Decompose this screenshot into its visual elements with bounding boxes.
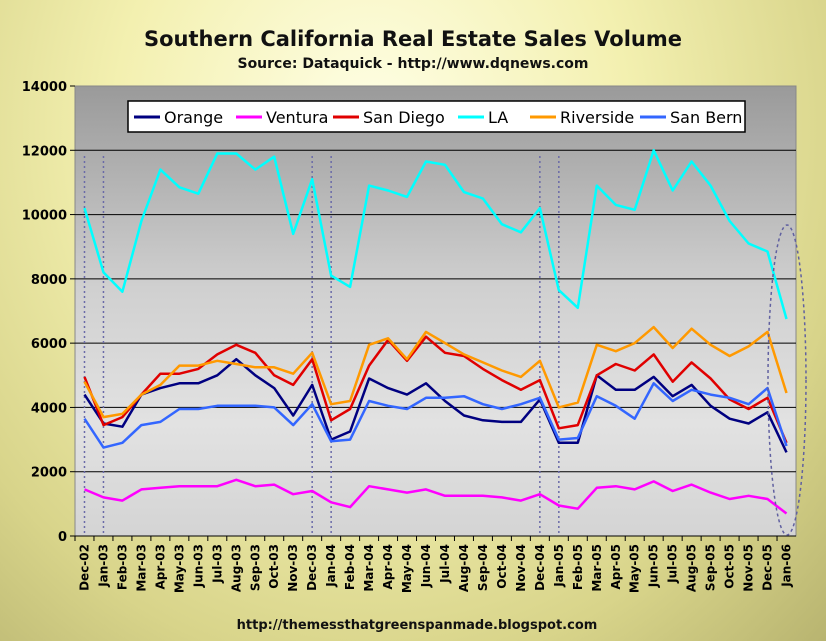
- y-tick-label: 6000: [31, 337, 67, 352]
- x-tick-label: May-03: [172, 544, 186, 593]
- x-tick-label: Oct-05: [723, 544, 737, 589]
- reference-lines: [83, 156, 560, 536]
- chart-subtitle: Source: Dataquick - http://www.dqnews.co…: [237, 56, 588, 72]
- y-axis: 0 2000 4000 6000 8000 10000 12000 14000: [22, 80, 75, 545]
- x-tick-label: Feb-05: [571, 544, 585, 590]
- x-tick-label: Mar-04: [362, 544, 376, 592]
- x-tick-label: Feb-03: [115, 544, 129, 590]
- x-tick-label: Sep-04: [476, 544, 490, 591]
- x-tick-label: Mar-03: [134, 544, 148, 592]
- x-tick-label: Dec-03: [305, 544, 319, 591]
- x-tick-label: Sep-05: [704, 544, 718, 591]
- legend-label: LA: [488, 108, 508, 127]
- series-line-la: [83, 149, 788, 320]
- x-tick-label: Jan-05: [552, 544, 566, 588]
- x-tick-label: Apr-05: [609, 544, 623, 589]
- x-tick-label: Dec-04: [533, 544, 547, 591]
- chart-title: Southern California Real Estate Sales Vo…: [144, 27, 682, 51]
- x-tick-label: Oct-04: [495, 544, 509, 589]
- x-axis: Dec-02 Jan-03 Feb-03 Mar-03 Apr-03 May-03 Jun-…: [74, 535, 796, 593]
- series-line-riverside: [83, 325, 788, 419]
- x-tick-label: Aug-04: [457, 544, 471, 592]
- legend: Orange Ventura San Diego LA Riverside San Ber…: [127, 100, 746, 133]
- y-tick-label: 14000: [22, 80, 67, 95]
- series-line-ventura: [84, 478, 788, 515]
- x-tick-label: Jan-03: [96, 544, 110, 588]
- series-lines: [83, 149, 788, 515]
- x-tick-label: Aug-03: [229, 544, 243, 592]
- legend-label: Orange: [164, 108, 223, 127]
- series-line-orange: [83, 357, 788, 453]
- series-line-san-diego: [83, 335, 788, 444]
- y-tick-label: 8000: [31, 273, 67, 288]
- y-tick-label: 2000: [31, 466, 67, 481]
- y-tick-label: 4000: [31, 401, 67, 416]
- x-tick-label: Nov-04: [514, 544, 528, 592]
- x-tick-label: Dec-02: [77, 544, 91, 591]
- x-tick-label: Nov-03: [286, 544, 300, 592]
- x-tick-label: Jan-06: [780, 544, 794, 588]
- x-tick-label: Dec-05: [761, 544, 775, 591]
- legend-label: Ventura: [266, 108, 328, 127]
- x-tick-label: May-04: [400, 544, 414, 593]
- y-tick-label: 12000: [22, 144, 67, 159]
- plot-area: [74, 85, 797, 537]
- x-tick-label: May-05: [628, 544, 642, 593]
- x-tick-label: Jun-04: [419, 544, 433, 588]
- x-tick-label: Jul-05: [666, 544, 680, 584]
- x-tick-label: Sep-03: [248, 544, 262, 591]
- x-tick-label: Aug-05: [685, 544, 699, 592]
- x-tick-label: Apr-03: [153, 544, 167, 589]
- legend-label: San Diego: [363, 108, 445, 127]
- legend-label: San Bern: [670, 108, 742, 127]
- x-tick-label: Apr-04: [381, 544, 395, 589]
- legend-label: Riverside: [560, 108, 634, 127]
- series-line-san-bern: [83, 382, 788, 449]
- x-tick-label: Mar-05: [590, 544, 604, 592]
- y-tick-label: 10000: [22, 209, 67, 224]
- x-tick-label: Jun-03: [191, 544, 205, 588]
- x-tick-label: Jul-04: [438, 544, 452, 584]
- footer-url: http://themessthatgreenspanmade.blogspot…: [237, 618, 598, 633]
- x-tick-label: Nov-05: [742, 544, 756, 592]
- x-tick-label: Feb-04: [343, 544, 357, 590]
- y-tick-label: 0: [58, 530, 67, 545]
- x-tick-label: Oct-03: [267, 544, 281, 589]
- x-tick-label: Jun-05: [647, 544, 661, 588]
- highlight-ellipse: [767, 224, 807, 536]
- x-tick-label: Jan-04: [324, 544, 338, 588]
- x-tick-label: Jul-03: [210, 544, 224, 584]
